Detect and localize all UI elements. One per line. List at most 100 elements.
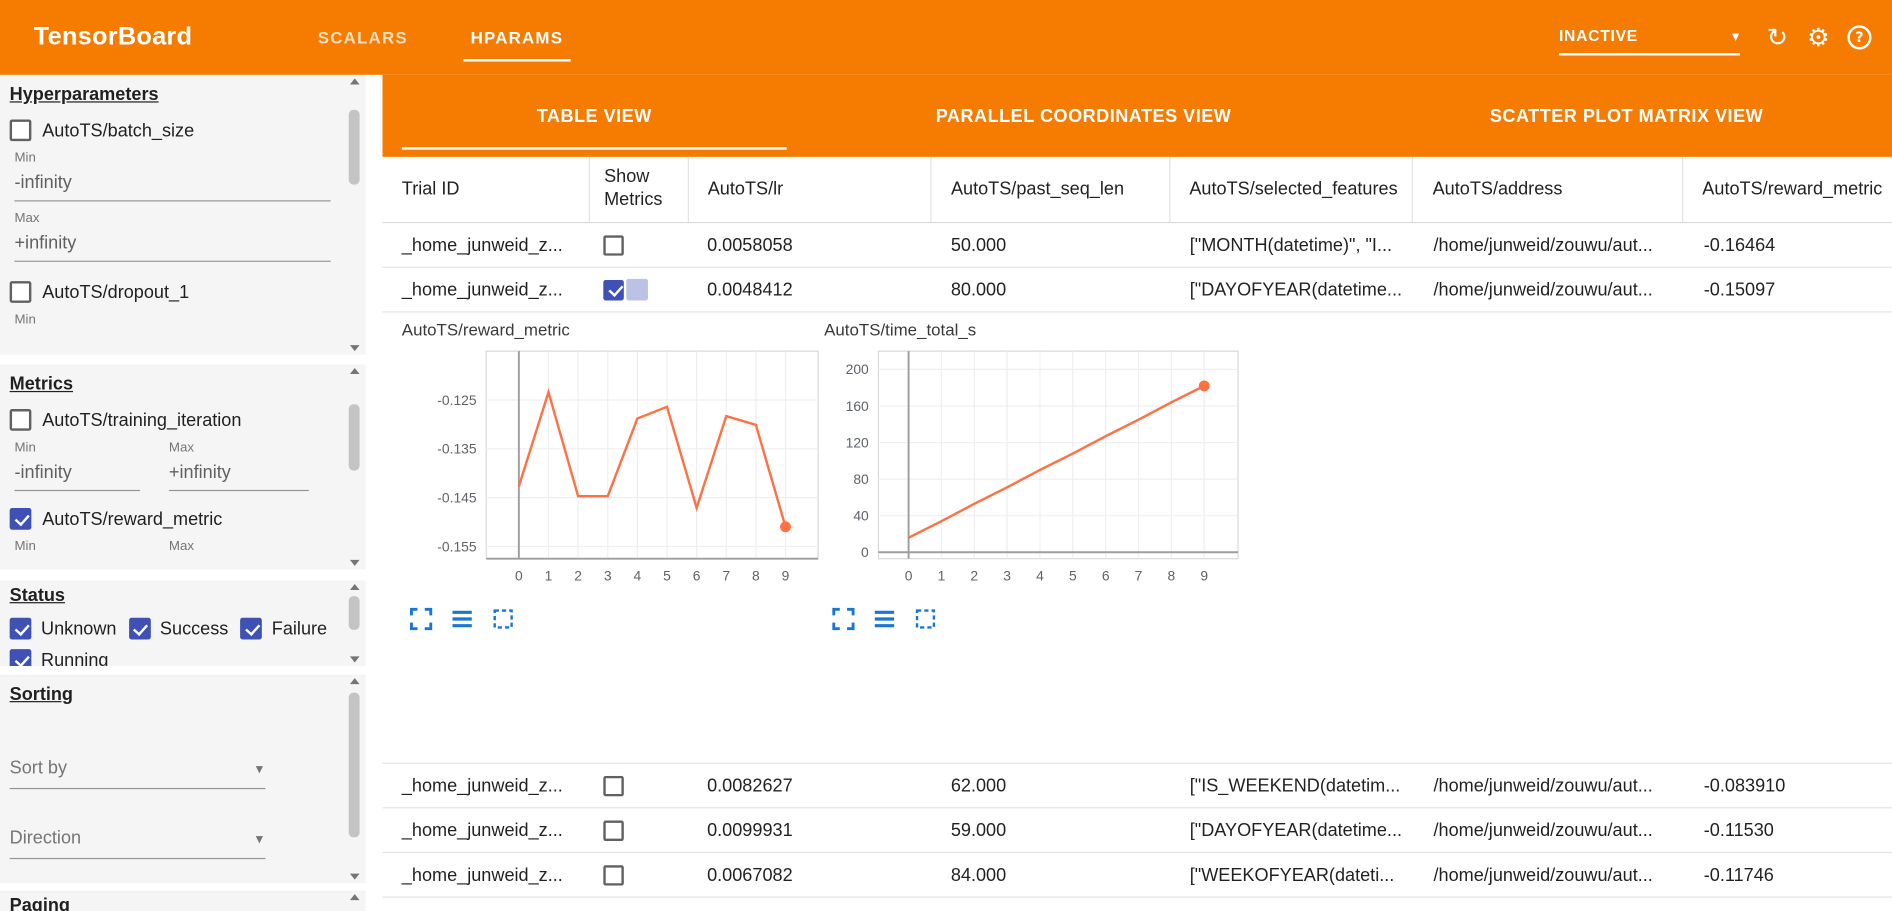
col-header-selected-features[interactable]: AutoTS/selected_features (1168, 156, 1412, 223)
status-checkbox[interactable] (128, 617, 151, 640)
col-header-past-seq-len[interactable]: AutoTS/past_seq_len (930, 156, 1168, 223)
selected-features-cell: ["WEEKOFYEAR(dateti... (1189, 864, 1395, 886)
scroll-up-icon[interactable] (349, 894, 359, 901)
nav-tab-scalars[interactable]: SCALARS (317, 27, 408, 48)
scroll-down-icon[interactable] (349, 656, 359, 663)
status-section: Status Unknown Success Failure Running (0, 580, 366, 667)
show-metrics-checkbox[interactable] (603, 819, 624, 841)
training-iteration-checkbox[interactable] (9, 409, 32, 431)
metric-label: AutoTS/training_iteration (42, 409, 242, 431)
lr-cell: 0.0048412 (707, 279, 793, 300)
data-table-icon[interactable] (872, 607, 896, 631)
status-checkbox[interactable] (9, 617, 32, 640)
status-checkbox[interactable] (240, 617, 263, 640)
scroll-up-icon[interactable] (349, 368, 359, 375)
nav-tab-hparams[interactable]: HPARAMS (439, 0, 594, 75)
batch-size-min-field: Min (14, 151, 331, 202)
metrics-scrollbar[interactable] (348, 368, 361, 566)
reward-metric-checkbox[interactable] (9, 507, 32, 530)
status-checkbox[interactable] (9, 649, 32, 667)
training-iteration-min-input[interactable] (14, 454, 140, 492)
scroll-thumb[interactable] (348, 404, 360, 471)
status-scrollbar[interactable] (348, 584, 361, 663)
sorting-scrollbar[interactable] (348, 678, 361, 880)
fullscreen-icon[interactable] (831, 607, 855, 631)
scroll-thumb[interactable] (348, 692, 360, 838)
table-row[interactable]: _home_junweid_z... 0.0099931 59.000 ["DAYOF… (382, 808, 1892, 854)
table-row[interactable]: _home_junweid_z... 0.0058058 50.000 ["MONTH… (382, 223, 1892, 268)
run-status-select[interactable]: INACTIVE ▾ (1558, 27, 1740, 56)
batch-size-max-input[interactable] (14, 225, 331, 262)
fit-domain-icon[interactable] (913, 607, 937, 631)
param-row-batch-size: AutoTS/batch_size (9, 119, 366, 142)
dropout-1-min-field: Min (14, 313, 330, 327)
show-metrics-cell (589, 775, 688, 796)
fullscreen-icon[interactable] (409, 607, 433, 631)
col-header-lr[interactable]: AutoTS/lr (687, 156, 930, 223)
sort-by-select[interactable]: Sort by ▾ (9, 753, 266, 790)
svg-text:8: 8 (752, 567, 760, 583)
trial-id-cell: _home_junweid_z... (401, 819, 563, 841)
table-row[interactable]: _home_junweid_z... 0.0048412 80.000 ["DAYOF… (382, 267, 1892, 313)
col-header-reward-metric[interactable]: AutoTS/reward_metric (1681, 156, 1892, 223)
chart-title: AutoTS/reward_metric (401, 319, 570, 340)
checkbox-ripple (626, 278, 648, 301)
past-seq-len-cell: 80.000 (950, 279, 1007, 300)
training-iteration-range-inputs (14, 454, 365, 492)
svg-text:8: 8 (1168, 567, 1176, 583)
table-row[interactable]: _home_junweid_z... 0.0067082 84.000 ["WEEKO… (382, 853, 1892, 898)
lr-cell: 0.0058058 (707, 234, 793, 256)
chart-toolbar (409, 607, 824, 631)
refresh-icon[interactable]: ↻ (1766, 22, 1788, 52)
scroll-down-icon[interactable] (349, 873, 359, 880)
fit-domain-icon[interactable] (491, 607, 515, 631)
table-row[interactable]: _home_junweid_z... 0.0082627 62.000 ["IS_WE… (382, 763, 1892, 809)
svg-text:9: 9 (782, 567, 790, 583)
reward-metric-line-chart[interactable]: 0 1 2 3 4 5 6 7 8 9 -0.125 -0.135 -0.145 -0.155 (402, 346, 824, 590)
tab-table-view[interactable]: TABLE VIEW (383, 75, 807, 157)
scroll-thumb[interactable] (348, 596, 360, 630)
scroll-up-icon[interactable] (349, 678, 359, 685)
address-cell: /home/junweid/zouwu/aut... (1433, 819, 1653, 841)
hyperparameters-scrollbar[interactable] (348, 78, 361, 352)
show-metrics-checkbox[interactable] (603, 775, 624, 796)
direction-select[interactable]: Direction ▾ (9, 823, 266, 860)
time-total-line-chart[interactable]: 0 1 2 3 4 5 6 7 8 9 0 40 80 120 160 200 (824, 346, 1244, 590)
scroll-up-icon[interactable] (349, 78, 359, 85)
svg-text:0: 0 (861, 544, 869, 560)
status-label: Failure (271, 618, 328, 639)
show-metrics-checkbox[interactable] (603, 864, 624, 886)
tab-parallel-coordinates-view[interactable]: PARALLEL COORDINATES VIEW (935, 105, 1232, 127)
batch-size-min-input[interactable] (14, 165, 331, 202)
selected-features-cell: ["DAYOFYEAR(datetime... (1189, 819, 1403, 841)
min-label: Min (14, 312, 36, 327)
show-metrics-checkbox[interactable] (603, 234, 624, 256)
dropdown-caret-icon: ▾ (255, 829, 264, 847)
col-header-address[interactable]: AutoTS/address (1412, 156, 1682, 223)
svg-text:4: 4 (634, 567, 642, 583)
data-table-icon[interactable] (450, 607, 474, 631)
svg-text:4: 4 (1036, 567, 1044, 583)
training-iteration-max-input[interactable] (168, 454, 309, 492)
show-metrics-checkbox[interactable] (603, 279, 624, 300)
dropout-1-checkbox[interactable] (9, 281, 32, 303)
tab-scatter-plot-matrix-view[interactable]: SCATTER PLOT MATRIX VIEW (1489, 105, 1764, 127)
scroll-down-icon[interactable] (349, 345, 359, 352)
scroll-down-icon[interactable] (349, 559, 359, 566)
paging-scrollbar[interactable] (348, 894, 361, 911)
batch-size-checkbox[interactable] (9, 119, 32, 142)
past-seq-len-cell: 59.000 (950, 819, 1007, 841)
max-label: Max (168, 539, 195, 554)
scroll-up-icon[interactable] (349, 584, 359, 591)
svg-text:160: 160 (846, 398, 869, 414)
svg-text:2: 2 (574, 567, 582, 583)
settings-gear-icon[interactable]: ⚙ (1807, 22, 1830, 52)
metric-row-reward-metric: AutoTS/reward_metric (9, 507, 366, 530)
col-header-show-metrics[interactable]: Show Metrics (588, 156, 687, 223)
col-header-trial-id[interactable]: Trial ID (401, 178, 460, 199)
scroll-thumb[interactable] (348, 109, 360, 185)
help-icon[interactable]: ? (1839, 25, 1880, 50)
svg-text:40: 40 (853, 508, 869, 524)
help-question-mark: ? (1847, 25, 1872, 50)
